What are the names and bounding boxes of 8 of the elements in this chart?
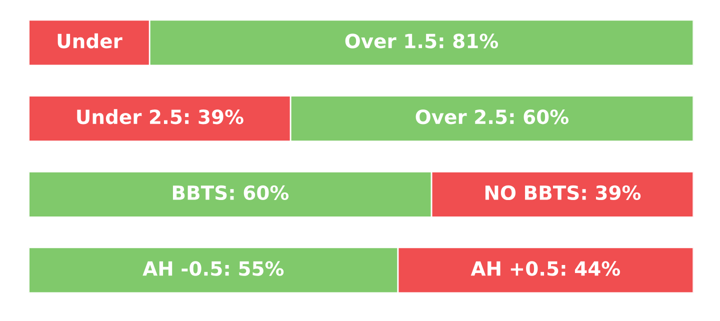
data-label: Under: [58, 33, 122, 48]
data-label: NO BBTS: 39%: [485, 185, 641, 200]
data-label: Over 1.5: 81%: [345, 34, 498, 48]
data-label: AH +0.5: 44%: [470, 261, 620, 276]
data-label: Over 2.5: 60%: [416, 110, 568, 124]
data-label: AH -0.5: 55%: [142, 261, 284, 276]
data-label: Under 2.5: 39%: [77, 109, 244, 124]
data-label: BBTS: 60%: [172, 185, 289, 200]
